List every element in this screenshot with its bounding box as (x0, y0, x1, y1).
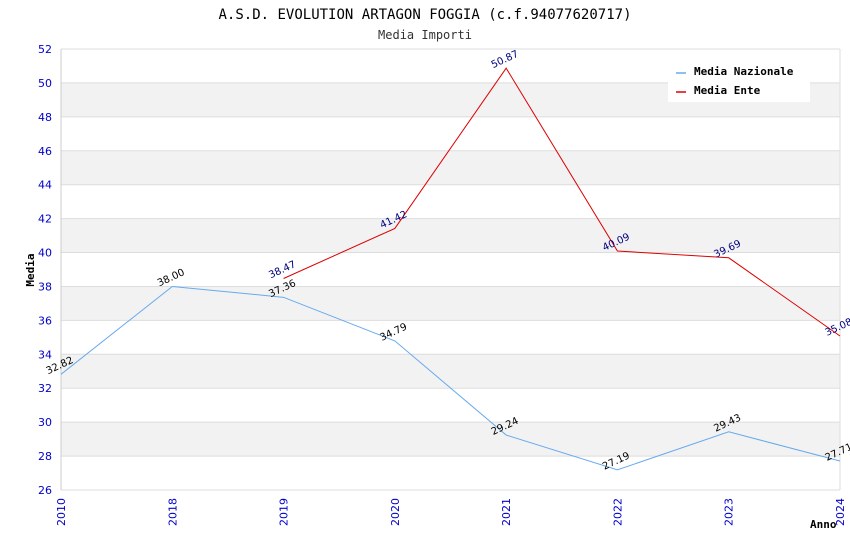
legend-label-media-nazionale: Media Nazionale (694, 65, 794, 78)
series-line-media-ente (283, 67, 841, 337)
y-axis-label: Media (24, 253, 37, 286)
grid-band (61, 218, 840, 253)
legend-box (668, 60, 810, 102)
y-tick-label: 42 (38, 213, 52, 226)
grid-lines (60, 48, 841, 491)
chart-title: A.S.D. EVOLUTION ARTAGON FOGGIA (c.f.940… (218, 7, 631, 23)
x-axis-label: Anno (810, 518, 837, 531)
x-tick-label: 2018 (166, 498, 179, 526)
y-tick-label: 38 (38, 280, 52, 293)
y-tick-label: 36 (38, 314, 52, 327)
y-tick-label: 26 (38, 484, 52, 497)
x-tick-label: 2023 (723, 498, 736, 526)
chart-subtitle: Media Importi (378, 28, 472, 42)
y-tick-label: 50 (38, 77, 52, 90)
series-line-media-nazionale (60, 285, 841, 471)
x-tick-label: 2024 (834, 498, 847, 526)
y-tick-label: 28 (38, 450, 52, 463)
data-label: 38.47 (267, 259, 298, 281)
y-tick-label: 48 (38, 111, 52, 124)
x-tick-label: 2019 (278, 498, 291, 526)
grid-band (61, 354, 840, 389)
x-tick-label: 2022 (611, 498, 624, 526)
y-tick-label: 40 (38, 247, 52, 260)
y-tick-label: 34 (38, 348, 52, 361)
y-tick-label: 32 (38, 382, 52, 395)
grid-band (61, 422, 840, 457)
data-label: 38.00 (156, 267, 187, 289)
y-axis-ticks: 26 28 30 32 34 36 38 40 42 44 46 48 50 52 (38, 43, 52, 497)
legend: Media Nazionale Media Ente (668, 60, 810, 102)
series-lines (60, 67, 841, 471)
x-tick-label: 2020 (389, 498, 402, 526)
grid-band (61, 150, 840, 185)
x-tick-label: 2010 (55, 498, 68, 526)
grid-band (61, 286, 840, 321)
y-tick-label: 52 (38, 43, 52, 56)
y-tick-label: 44 (38, 179, 52, 192)
x-tick-label: 2021 (500, 498, 513, 526)
x-axis-ticks: 2010 2018 2019 2020 2021 2022 2023 2024 (55, 498, 847, 526)
y-tick-label: 46 (38, 145, 52, 158)
legend-label-media-ente: Media Ente (694, 84, 761, 97)
y-tick-label: 30 (38, 416, 52, 429)
data-label: 50.87 (490, 49, 521, 71)
